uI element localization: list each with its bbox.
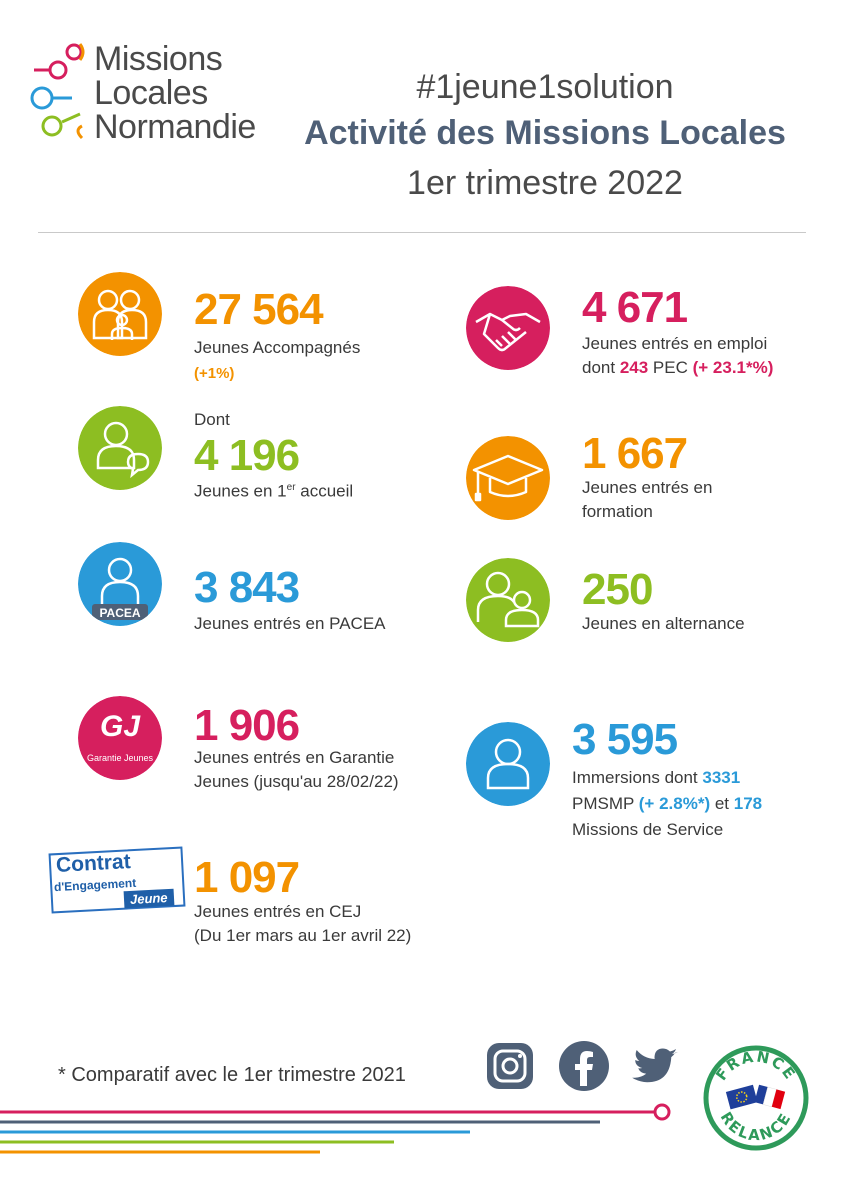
- footnote: * Comparatif avec le 1er trimestre 2021: [58, 1064, 406, 1086]
- handshake-icon: [466, 286, 550, 370]
- instagram-icon[interactable]: [484, 1040, 536, 1092]
- logo-wordmark: Missions Locales Normandie: [94, 42, 256, 144]
- accompagnes-label: Jeunes Accompagnés: [194, 338, 361, 357]
- emploi-pec-delta: (+ 23.1*%): [692, 358, 774, 377]
- emploi-dont: dont: [582, 358, 620, 377]
- emploi-label: Jeunes entrés en emploi: [582, 334, 768, 353]
- gj-caption: Garantie Jeunes: [86, 753, 154, 763]
- garantie-label-1: Jeunes entrés en Garantie: [194, 748, 395, 767]
- premier-accueil-value: 4 196: [194, 431, 300, 480]
- logo-line-2: Locales: [94, 74, 208, 112]
- cej-line1: Contrat: [55, 850, 132, 877]
- immersions-line2: PMSMP (+ 2.8%*) et 178: [572, 792, 762, 816]
- france-relance-seal: FRANCE RELANCE: [703, 1045, 809, 1151]
- garantie-label-2: Jeunes (jusqu'au 28/02/22): [194, 772, 399, 791]
- cej-label-2: (Du 1er mars au 1er avril 22): [194, 926, 412, 945]
- person-speech-icon: [78, 406, 162, 490]
- missions-locales-logo-icon: [30, 43, 85, 140]
- immersions-line1: Immersions dont 3331: [572, 766, 740, 790]
- immersions-line3: Missions de Service: [572, 820, 724, 839]
- garantie-jeunes-logo: [78, 696, 162, 780]
- emploi-pec-value: 243: [619, 358, 649, 377]
- decorative-footer-lines: [0, 1103, 671, 1154]
- twitter-icon[interactable]: [630, 1040, 682, 1092]
- immersions-pmsmp-value: 3331: [702, 768, 741, 787]
- person-icon: [466, 722, 550, 806]
- immersions-value: 3 595: [572, 715, 678, 764]
- garantie-value: 1 906: [194, 701, 300, 750]
- formation-label-2: formation: [582, 502, 653, 521]
- accompagnes-value: 27 564: [194, 285, 324, 334]
- person-pacea-icon: [78, 542, 162, 626]
- emploi-value: 4 671: [582, 283, 688, 332]
- cej-value: 1 097: [194, 853, 300, 902]
- logo-line-3: Normandie: [94, 108, 256, 146]
- family-icon: [78, 272, 162, 356]
- eu-flag-icon: [725, 1084, 758, 1110]
- premier-accueil-label-a: Jeunes en 1: [194, 481, 287, 501]
- pacea-label: Jeunes entrés en PACEA: [194, 614, 386, 633]
- logo-line-1: Missions: [94, 40, 223, 78]
- immersions-delta: (+ 2.8%*): [638, 794, 711, 813]
- emploi-pec-line: dont 243 PEC (+ 23.1*%): [582, 356, 773, 380]
- two-persons-icon: [466, 558, 550, 642]
- formation-label-1: Jeunes entrés en: [582, 478, 713, 497]
- page-subtitle: 1er trimestre 2022: [407, 164, 683, 202]
- contrat-engagement-jeune-logo: Contrat d'Engagement Jeune: [48, 846, 186, 920]
- formation-value: 1 667: [582, 429, 688, 478]
- emploi-pec-label: PEC: [648, 358, 693, 377]
- gj-letters: GJ: [99, 710, 141, 743]
- premier-accueil-label-sup: er: [286, 482, 296, 493]
- graduation-cap-icon: [466, 436, 550, 520]
- cej-line3: Jeune: [123, 888, 174, 909]
- premier-accueil-label-b: accueil: [295, 481, 354, 501]
- immersions-line2-text: PMSMP: [572, 794, 639, 813]
- alternance-label: Jeunes en alternance: [582, 614, 745, 633]
- cej-label-1: Jeunes entrés en CEJ: [194, 902, 362, 921]
- pacea-badge: PACEA: [99, 606, 141, 620]
- page-title: Activité des Missions Locales: [304, 114, 786, 152]
- premier-accueil-label: Jeunes en 1er accueil: [194, 476, 353, 504]
- hashtag: #1jeune1solution: [416, 68, 674, 106]
- immersions-line2-mid: et: [710, 794, 734, 813]
- immersions-service-value: 178: [733, 794, 763, 813]
- france-flag-icon: [754, 1084, 786, 1110]
- alternance-value: 250: [582, 565, 653, 614]
- premier-accueil-prefix: Dont: [194, 410, 230, 429]
- accompagnes-delta: (+1%): [194, 365, 235, 382]
- pacea-value: 3 843: [194, 563, 300, 612]
- header-divider: [38, 232, 806, 233]
- facebook-icon[interactable]: [558, 1040, 610, 1092]
- immersions-line1-text: Immersions dont: [572, 768, 703, 787]
